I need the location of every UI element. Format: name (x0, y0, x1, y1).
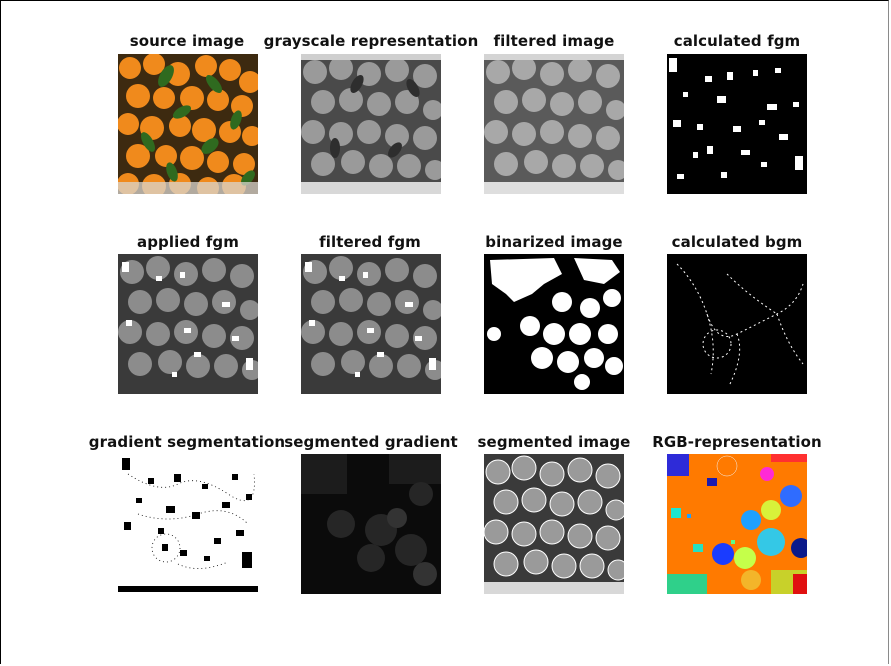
segmented-gradient-panel (301, 454, 441, 594)
segmented-image (484, 454, 624, 594)
filtered-fgm-panel (301, 254, 441, 394)
title-gradient-segmentation: gradient segmentation (88, 433, 286, 451)
title-segmented-gradient: segmented gradient (284, 433, 458, 451)
rgb-representation-panel (667, 454, 807, 594)
applied-fgm-panel (118, 254, 258, 394)
source-image (118, 54, 258, 194)
title-filtered-image: filtered image (493, 32, 615, 50)
gradient-segmentation-panel (118, 454, 258, 594)
binarized-image-panel (484, 254, 624, 394)
title-calculated-fgm: calculated fgm (673, 32, 801, 50)
calculated-bgm-panel (667, 254, 807, 394)
title-segmented-image: segmented image (477, 433, 631, 451)
binarized-image (484, 254, 624, 394)
grayscale-image (301, 54, 441, 194)
filtered-image (484, 54, 624, 194)
grayscale-panel (301, 54, 441, 194)
segmented-image-panel (484, 454, 624, 594)
title-applied-fgm: applied fgm (136, 233, 240, 251)
title-binarized-image: binarized image (485, 233, 623, 251)
title-rgb-representation: RGB-representation (652, 433, 822, 451)
filtered-fgm-image (301, 254, 441, 394)
calculated-fgm-image (667, 54, 807, 194)
filtered-image-panel (484, 54, 624, 194)
calculated-bgm-image (667, 254, 807, 394)
title-grayscale: grayscale representation (263, 32, 479, 50)
title-source-image: source image (129, 32, 245, 50)
source-image-panel (118, 54, 258, 194)
segmented-gradient-image (301, 454, 441, 594)
calculated-fgm-panel (667, 54, 807, 194)
rgb-representation-image (667, 454, 807, 594)
applied-fgm-image (118, 254, 258, 394)
title-filtered-fgm: filtered fgm (319, 233, 421, 251)
gradient-segmentation-image (118, 454, 258, 594)
title-calculated-bgm: calculated bgm (671, 233, 803, 251)
